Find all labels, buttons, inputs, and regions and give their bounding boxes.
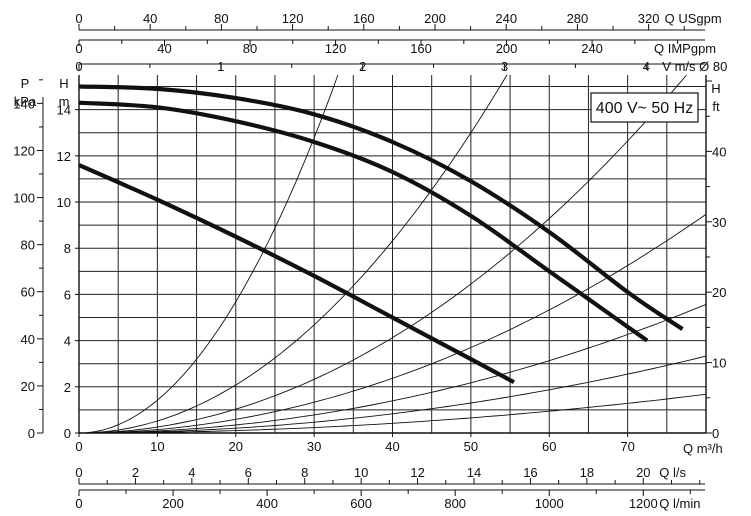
axis-ls-tick-label: 18 (580, 465, 594, 480)
axis-lmin-tick-label: 1000 (535, 496, 564, 511)
y-left-tick-label: 14 (57, 103, 71, 118)
y-right-unit: ft (712, 99, 720, 114)
y-kpa-tick-label: 140 (13, 96, 35, 111)
system-curve (78, 74, 339, 434)
y-right-label: H (711, 81, 720, 96)
axis-lmin-tick-label: 600 (350, 496, 372, 511)
system-curve (78, 74, 508, 434)
y-left-tick-label: 2 (64, 380, 71, 395)
axis-ls-tick-label: 12 (410, 465, 424, 480)
pump-curve (78, 100, 649, 343)
axis-lmin-tick-label: 0 (75, 496, 82, 511)
axis-lmin-tick-label: 800 (444, 496, 466, 511)
y-right-tick-label: 40 (712, 144, 726, 159)
axis-ls-tick-label: 2 (132, 465, 139, 480)
axis-usgpm-tick-label: 160 (353, 11, 375, 26)
system-curve (79, 393, 707, 434)
x-bottom-unit: Q m³/h (683, 441, 723, 456)
axis-impgpm-tick-label: 240 (581, 41, 603, 56)
y-kpa-unit: kPa (14, 94, 37, 109)
y-left-tick-label: 8 (64, 241, 71, 256)
system-curve (78, 74, 687, 434)
y-left-tick-label: 6 (64, 287, 71, 302)
axis-impgpm-unit-label: Q IMPgpm (654, 41, 716, 56)
axis-impgpm-tick-label: 80 (243, 41, 257, 56)
y-kpa-label: P (21, 76, 30, 91)
y-kpa-tick-label: 0 (28, 426, 35, 441)
axis-impgpm-tick-label: 200 (496, 41, 518, 56)
x-bottom-tick-label: 0 (75, 439, 82, 454)
axis-velocity-tick-label: 4 (643, 59, 650, 74)
pump-curve (78, 163, 516, 385)
axis-lmin-tick-label: 200 (162, 496, 184, 511)
x-bottom-tick-label: 70 (620, 439, 634, 454)
y-right-tick-label: 20 (712, 285, 726, 300)
axis-ls-tick-label: 14 (467, 465, 481, 480)
axis-velocity-tick-label: 2 (359, 59, 366, 74)
axis-velocity-unit-label: V m/s Ø 80 (662, 59, 727, 74)
y-kpa-tick-label: 40 (21, 332, 35, 347)
axis-lmin-unit-label: Q l/min (659, 496, 700, 511)
y-right-tick-label: 0 (712, 426, 719, 441)
y-left-tick-label: 10 (57, 195, 71, 210)
y-left-label: H (59, 76, 68, 91)
axis-impgpm-tick-label: 40 (157, 41, 171, 56)
y-left-tick-label: 0 (64, 426, 71, 441)
pump-curve (78, 84, 684, 331)
y-left-tick-label: 12 (57, 149, 71, 164)
system-curve (79, 213, 707, 434)
axis-velocity-tick-label: 3 (501, 59, 508, 74)
axis-usgpm-tick-label: 320 (638, 11, 660, 26)
axis-usgpm-tick-label: 200 (424, 11, 446, 26)
y-left-tick-label: 4 (64, 334, 71, 349)
axis-usgpm-tick-label: 120 (282, 11, 304, 26)
axis-usgpm-tick-label: 40 (143, 11, 157, 26)
y-kpa-tick-label: 80 (21, 238, 35, 253)
axis-usgpm-tick-label: 280 (567, 11, 589, 26)
axis-usgpm-tick-label: 0 (75, 11, 82, 26)
x-bottom-tick-label: 60 (542, 439, 556, 454)
axis-usgpm-tick-label: 80 (214, 11, 228, 26)
legend-badge: 400 V~ 50 Hz (590, 92, 699, 123)
axis-impgpm-tick-label: 120 (325, 41, 347, 56)
axis-ls-tick-label: 10 (354, 465, 368, 480)
x-bottom-tick-label: 40 (385, 439, 399, 454)
axis-usgpm-tick-label: 240 (495, 11, 517, 26)
x-bottom-tick-label: 30 (307, 439, 321, 454)
axis-ls-tick-label: 16 (523, 465, 537, 480)
y-right-tick-label: 10 (712, 356, 726, 371)
system-curve (79, 303, 707, 434)
axis-usgpm-unit-label: Q USgpm (665, 11, 722, 26)
grid (79, 75, 706, 433)
axis-ls-tick-label: 20 (636, 465, 650, 480)
axis-velocity-tick-label: 0 (75, 59, 82, 74)
axis-ls-tick-label: 4 (188, 465, 195, 480)
axis-ls-tick-label: 6 (245, 465, 252, 480)
system-curves (78, 74, 707, 434)
axis-impgpm-tick-label: 160 (410, 41, 432, 56)
x-bottom-tick-label: 50 (464, 439, 478, 454)
x-bottom-tick-label: 10 (150, 439, 164, 454)
axis-ls-tick-label: 0 (75, 465, 82, 480)
y-right-tick-label: 30 (712, 215, 726, 230)
x-bottom-tick-label: 20 (229, 439, 243, 454)
y-kpa-tick-label: 20 (21, 379, 35, 394)
series-lines (78, 84, 684, 385)
axis-ls-tick-label: 8 (301, 465, 308, 480)
axis-lmin-tick-label: 1200 (629, 496, 658, 511)
y-kpa-tick-label: 120 (13, 143, 35, 158)
axis-velocity-tick-label: 1 (217, 59, 224, 74)
y-left-unit: m (59, 94, 70, 109)
badge-text: 400 V~ 50 Hz (596, 100, 693, 117)
system-curve (79, 355, 707, 434)
axis-impgpm-tick-label: 0 (75, 41, 82, 56)
axis-lmin-tick-label: 400 (256, 496, 278, 511)
y-kpa-tick-label: 60 (21, 285, 35, 300)
axis-ls-unit-label: Q l/s (659, 465, 686, 480)
y-kpa-tick-label: 100 (13, 191, 35, 206)
